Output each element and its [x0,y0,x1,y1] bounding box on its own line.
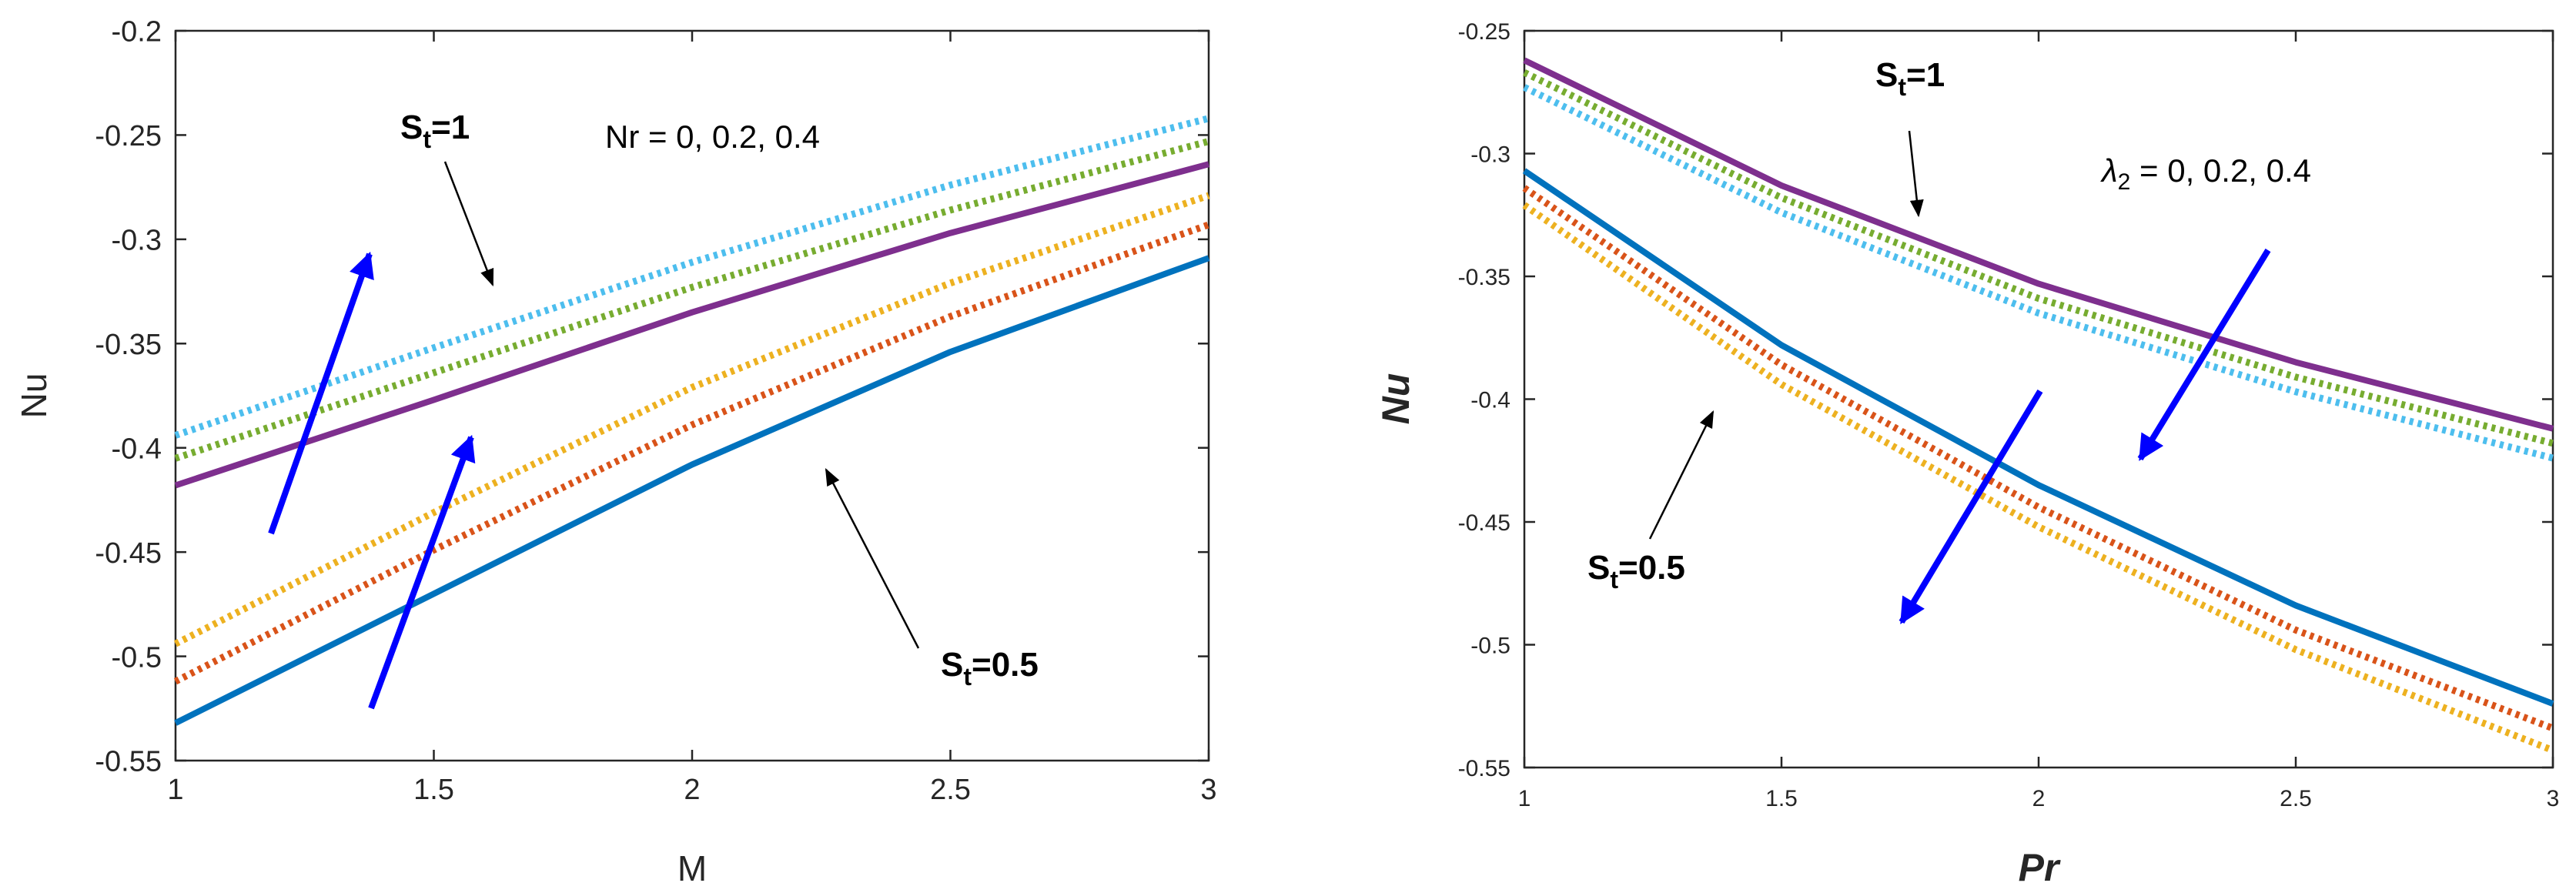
x-tick-label-right: 3 [2547,786,2560,811]
series-line-left-0 [174,161,1210,489]
axes-left: 1 1.5 2 2.5 3 -0.2 -0.25 -0.3 -0.35 -0.4 -0.45 -0.5… [95,16,1216,806]
x-tick-label-right: 2.5 [2280,786,2312,811]
series-line-left-1 [174,138,1210,462]
label-st05-left: St=0.5 [941,646,1039,691]
x-axis-label-right: Pr [2019,846,2061,889]
label-st05-right: St=0.5 [1587,549,1685,594]
x-tick-label-left: 3 [1200,774,1216,806]
y-tick-label-left: -0.3 [112,225,162,257]
series-line-right-2 [1523,84,2554,462]
series-group-left [173,115,1210,726]
y-tick-label-right: -0.5 [1470,633,1510,658]
y-tick-label-right: -0.25 [1458,19,1510,45]
pointer-arrow-left-st05 [825,468,920,649]
y-tick-label-right: -0.55 [1458,756,1510,781]
y-tick-label-right: -0.3 [1470,142,1510,167]
pointer-arrow-left-st1 [443,161,494,287]
trend-arrow-right-upper [2137,248,2271,461]
y-tick-label-right: -0.45 [1458,510,1510,536]
y-axis-label-left: Nu [14,373,54,419]
series-line-right-0 [1523,57,2554,432]
y-axis-label-right: Nu [1374,373,1417,425]
chart-right: 1 1.5 2 2.5 3 -0.25 -0.3 -0.35 -0.4 -0.45 -0.5 -0.5… [1374,19,2559,889]
series-line-left-3 [174,255,1210,726]
x-tick-label-right: 2 [2032,786,2046,811]
series-line-left-4 [173,221,1210,685]
series-line-left-2 [174,115,1210,439]
trend-arrow-left-upper [268,251,374,535]
x-axis-label-left: M [677,848,707,888]
label-st1-right: St=1 [1875,56,1945,101]
series-line-right-1 [1523,69,2554,447]
series-line-right-4 [1522,185,2554,732]
y-tick-label-left: -0.45 [95,537,162,570]
label-param-left: Nr = 0, 0.2, 0.4 [605,119,820,155]
trend-arrow-left-lower [368,434,476,710]
pointer-arrow-right-st1 [1908,130,1924,218]
y-tick-label-left: -0.55 [95,746,162,778]
y-tick-label-left: -0.35 [95,329,162,361]
series-line-left-5 [173,192,1210,647]
x-tick-label-left: 2.5 [930,774,971,806]
y-tick-label-left: -0.5 [112,641,162,674]
label-st1-left: St=1 [400,109,470,153]
y-tick-label-right: -0.4 [1470,387,1510,413]
y-tick-label-left: -0.25 [95,120,162,152]
y-tick-label-left: -0.2 [112,16,162,48]
trend-arrow-right-lower [1899,389,2043,624]
label-param-right: λ2 = 0, 0.2, 0.4 [2100,152,2311,195]
chart-left: 1 1.5 2 2.5 3 -0.2 -0.25 -0.3 -0.35 -0.4 -0.45 -0.5… [14,16,1217,888]
series-group-right [1522,57,2554,754]
y-tick-label-left: -0.4 [112,433,162,465]
series-line-right-3 [1522,168,2554,707]
x-tick-label-left: 2 [684,774,700,806]
x-tick-label-left: 1 [167,774,183,806]
axes-right: 1 1.5 2 2.5 3 -0.25 -0.3 -0.35 -0.4 -0.45 -0.5 -0.5… [1458,19,2560,811]
pointer-arrow-right-st05 [1648,410,1715,540]
x-tick-label-left: 1.5 [413,774,454,806]
x-tick-label-right: 1.5 [1765,786,1798,811]
x-tick-label-right: 1 [1518,786,1531,811]
series-line-right-5 [1522,202,2554,754]
y-tick-label-right: -0.35 [1458,265,1510,290]
